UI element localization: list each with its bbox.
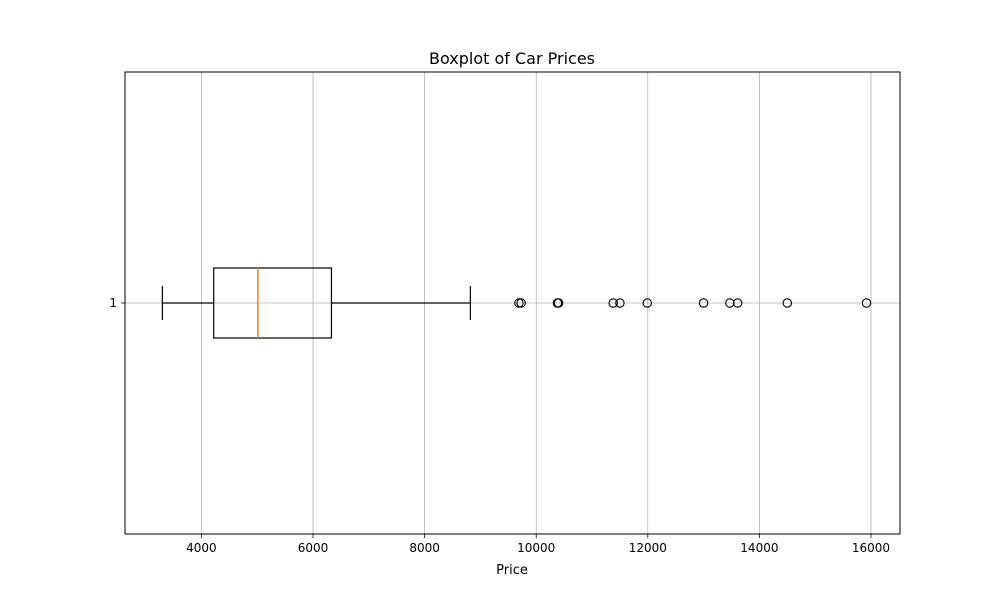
- x-tick-label: 4000: [186, 541, 217, 555]
- x-tick-label: 16000: [852, 541, 890, 555]
- outlier-point: [861, 298, 872, 308]
- outlier-point: [608, 298, 618, 308]
- outlier-point: [514, 298, 524, 308]
- x-tick-label: 8000: [409, 541, 440, 555]
- x-axis-label: Price: [496, 563, 528, 578]
- x-tick-label: 10000: [517, 541, 555, 555]
- box-layer: [161, 267, 471, 339]
- x-tick-label: 12000: [629, 541, 667, 555]
- outlier-point: [615, 298, 625, 308]
- y-axis: 1: [109, 296, 125, 310]
- outlier-point: [732, 298, 743, 308]
- chart-title: Boxplot of Car Prices: [429, 49, 595, 68]
- outlier-point: [516, 298, 526, 308]
- y-tick-label: 1: [109, 296, 117, 310]
- outlier-point: [698, 298, 709, 308]
- x-axis: 4000 6000 8000 10000 12000 14000 16000: [186, 534, 890, 555]
- outlier-point: [642, 298, 652, 308]
- iqr-box: [213, 267, 333, 339]
- x-tick-label: 14000: [740, 541, 778, 555]
- outlier-point: [782, 298, 793, 308]
- outlier-layer: [514, 298, 872, 308]
- outlier-point: [553, 298, 564, 308]
- x-tick-label: 6000: [298, 541, 329, 555]
- grid-layer: [125, 72, 900, 534]
- outlier-point: [725, 298, 735, 308]
